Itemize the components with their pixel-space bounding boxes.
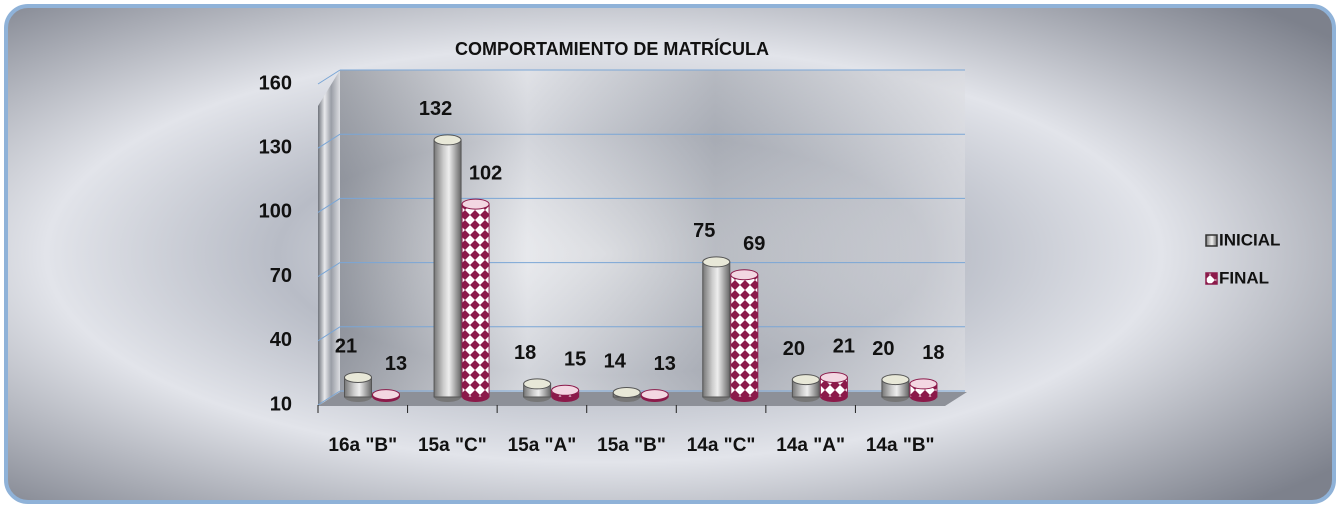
bar-top — [702, 256, 731, 268]
bar-top — [372, 389, 400, 401]
x-tick-label: 15a "A" — [508, 435, 577, 456]
chart-title: COMPORTAMIENTO DE MATRÍCULA — [455, 38, 769, 59]
data-label: 13 — [654, 353, 676, 375]
grid-line — [317, 262, 341, 278]
x-tick-label: 14a "A" — [776, 435, 845, 456]
legend-label: FINAL — [1219, 268, 1269, 287]
legend-swatch — [1205, 272, 1218, 285]
bar-top — [551, 384, 580, 396]
y-tick-label: 100 — [259, 201, 292, 223]
data-label: 18 — [514, 342, 536, 364]
data-label: 20 — [872, 338, 894, 360]
bar-top — [730, 269, 759, 281]
data-label: 69 — [743, 233, 765, 255]
y-tick-label: 160 — [259, 72, 292, 94]
bar-top — [461, 198, 490, 210]
x-tick-label: 14a "B" — [866, 435, 935, 456]
bar-top — [909, 378, 938, 390]
grid-line — [317, 390, 341, 406]
data-label: 132 — [419, 98, 452, 120]
bar-top — [523, 378, 552, 390]
legend-label: INICIAL — [1219, 230, 1280, 249]
bar-top — [819, 371, 848, 383]
bar-top — [612, 386, 641, 398]
y-tick-label: 10 — [270, 393, 292, 415]
x-tick-label: 15a "C" — [418, 435, 487, 456]
bar-top — [344, 371, 372, 383]
bar — [433, 139, 462, 398]
data-label: 15 — [564, 349, 586, 371]
y-tick-label: 40 — [270, 329, 292, 351]
bar — [702, 261, 731, 398]
data-label: 20 — [783, 338, 805, 360]
bar-top — [433, 134, 462, 146]
data-label: 21 — [833, 336, 855, 358]
x-tick-label: 14a "C" — [687, 435, 756, 456]
grid-line — [317, 197, 341, 213]
data-label: 14 — [604, 351, 627, 373]
grid-line — [317, 69, 341, 85]
data-label: 75 — [693, 220, 715, 242]
legend-swatch — [1205, 234, 1218, 247]
grid-line — [317, 326, 341, 342]
bar — [461, 203, 490, 398]
grid-line — [317, 133, 341, 149]
data-label: 21 — [335, 336, 357, 358]
x-tick-label: 16a "B" — [328, 435, 397, 456]
data-label: 13 — [385, 353, 407, 375]
side-wall — [318, 70, 340, 406]
data-label: 18 — [922, 342, 944, 364]
data-label: 102 — [469, 162, 502, 184]
bar — [730, 274, 759, 398]
x-tick-label: 15a "B" — [597, 435, 666, 456]
y-tick-label: 130 — [259, 136, 292, 158]
bar-top — [881, 374, 910, 386]
bar-top — [791, 374, 820, 386]
y-tick-label: 70 — [270, 265, 292, 287]
bar-top — [640, 389, 669, 401]
